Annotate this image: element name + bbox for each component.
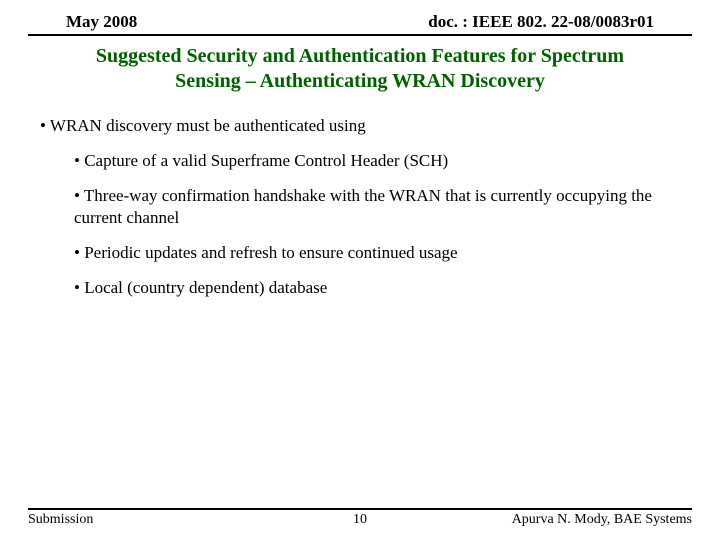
bullet-sub-2: • Three-way confirmation handshake with … xyxy=(74,185,680,228)
bullet-sub-3: • Periodic updates and refresh to ensure… xyxy=(74,242,680,263)
slide-title: Suggested Security and Authentication Fe… xyxy=(0,36,720,110)
bullet-main: • WRAN discovery must be authenticated u… xyxy=(40,116,680,136)
footer-left: Submission xyxy=(28,512,93,528)
header-bar: May 2008 doc. : IEEE 802. 22-08/0083r01 xyxy=(28,0,692,36)
title-line-1: Suggested Security and Authentication Fe… xyxy=(60,44,660,69)
footer-page-number: 10 xyxy=(353,512,367,528)
bullet-sub-4: • Local (country dependent) database xyxy=(74,277,680,298)
bullet-sub-1: • Capture of a valid Superframe Control … xyxy=(74,150,680,171)
header-date: May 2008 xyxy=(66,12,137,32)
content-area: • WRAN discovery must be authenticated u… xyxy=(0,116,720,298)
footer-bar: Submission 10 Apurva N. Mody, BAE System… xyxy=(28,508,692,528)
footer-author: Apurva N. Mody, BAE Systems xyxy=(512,512,692,528)
title-line-2: Sensing – Authenticating WRAN Discovery xyxy=(60,69,660,94)
header-doc-id: doc. : IEEE 802. 22-08/0083r01 xyxy=(428,12,654,32)
